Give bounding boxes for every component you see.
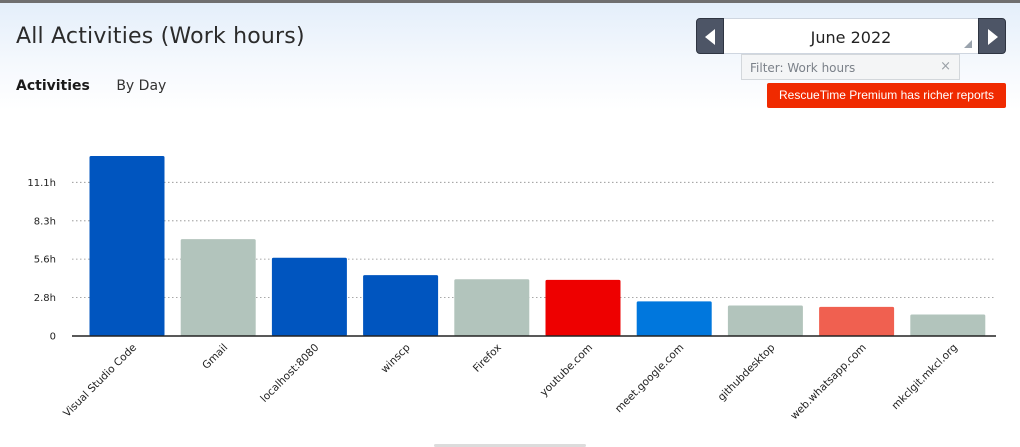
x-tick-label: githubdesktop [716, 341, 778, 403]
tab-by-day[interactable]: By Day [116, 78, 167, 94]
y-tick-label: 5.6h [34, 255, 56, 266]
y-tick-label: 2.8h [34, 293, 56, 304]
filter-chip[interactable]: Filter: Work hours × [741, 54, 960, 80]
x-tick-label: Firefox [471, 342, 504, 375]
bar-youtube-com [545, 279, 621, 336]
x-tick-label: localhost:8080 [258, 342, 321, 405]
y-tick-label: 0 [50, 332, 56, 343]
bar-localhost-8080 [271, 257, 347, 336]
tab-activities[interactable]: Activities [16, 78, 90, 94]
bar-gmail [180, 239, 256, 336]
bar-meet-google-com [636, 301, 712, 336]
date-range-label: June 2022 [810, 28, 892, 47]
horizontal-scrollbar[interactable] [434, 444, 586, 447]
x-tick-label: mkclgit.mkcl.org [889, 342, 959, 412]
bar-githubdesktop [727, 305, 803, 336]
x-tick-label: meet.google.com [613, 342, 686, 415]
page-title: All Activities (Work hours) [16, 24, 305, 49]
x-tick-label: youtube.com [538, 342, 595, 399]
bar-web-whatsapp-com [819, 306, 895, 336]
filter-label: Filter: Work hours [750, 61, 856, 75]
bar-firefox [454, 279, 530, 336]
x-tick-label: Visual Studio Code [61, 342, 139, 420]
x-tick-label: Gmail [200, 342, 230, 372]
next-month-button[interactable] [978, 18, 1006, 54]
bar-mkclgit-mkcl-org [910, 314, 986, 336]
previous-month-button[interactable] [696, 18, 724, 54]
bar-visual-studio-code [89, 156, 165, 336]
top-border [0, 0, 1020, 3]
date-navigator: June 2022 [696, 18, 1006, 54]
clear-filter-icon[interactable]: × [940, 59, 951, 74]
chevron-right-icon [988, 29, 998, 45]
x-tick-label: web.whatsapp.com [788, 342, 868, 422]
y-tick-label: 8.3h [34, 216, 56, 227]
bar-winscp [363, 275, 439, 336]
x-tick-label: winscp [379, 341, 413, 375]
resize-grip-icon [964, 40, 972, 48]
premium-upsell-button[interactable]: RescueTime Premium has richer reports [767, 83, 1006, 108]
chevron-left-icon [705, 29, 715, 45]
view-tabs: Activities By Day [16, 78, 188, 94]
y-tick-label: 11.1h [27, 178, 56, 189]
date-range-picker[interactable]: June 2022 [724, 18, 978, 54]
